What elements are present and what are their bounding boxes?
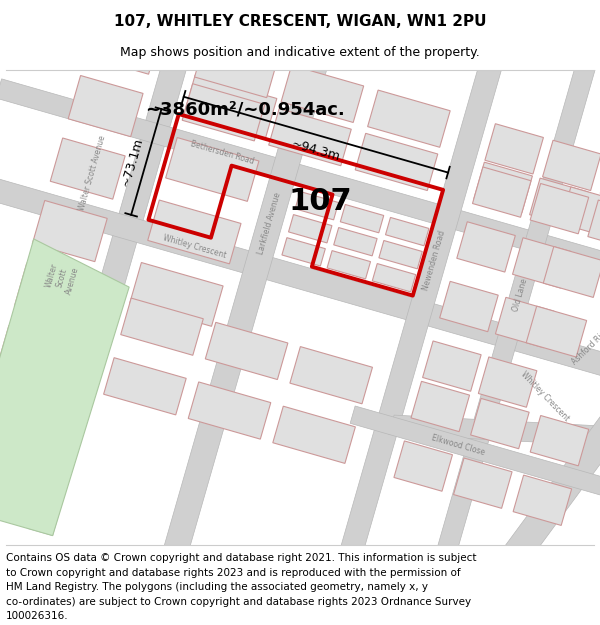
Text: ~3860m²/~0.954ac.: ~3860m²/~0.954ac. <box>145 101 345 119</box>
Text: Bethersden Road: Bethersden Road <box>189 139 254 166</box>
Polygon shape <box>411 62 596 625</box>
Polygon shape <box>148 200 241 264</box>
Polygon shape <box>530 178 588 229</box>
Polygon shape <box>470 398 529 449</box>
Text: Map shows position and indicative extent of the property.: Map shows position and indicative extent… <box>120 46 480 59</box>
Polygon shape <box>29 0 218 536</box>
Polygon shape <box>121 298 203 355</box>
Polygon shape <box>394 441 452 491</box>
Text: 107, WHITLEY CRESCENT, WIGAN, WN1 2PU: 107, WHITLEY CRESCENT, WIGAN, WN1 2PU <box>114 14 486 29</box>
Text: Whitley Crescent: Whitley Crescent <box>520 369 571 423</box>
Text: ~94.3m: ~94.3m <box>290 138 342 164</box>
Polygon shape <box>322 36 509 619</box>
Polygon shape <box>0 239 129 536</box>
Polygon shape <box>282 238 325 266</box>
Polygon shape <box>474 162 532 212</box>
Polygon shape <box>166 138 259 201</box>
Polygon shape <box>86 13 161 74</box>
Text: Contains OS data © Crown copyright and database right 2021. This information is : Contains OS data © Crown copyright and d… <box>6 553 476 563</box>
Polygon shape <box>104 357 186 415</box>
Polygon shape <box>588 200 600 251</box>
Text: Walter Scott Avenue: Walter Scott Avenue <box>77 134 107 211</box>
Polygon shape <box>433 344 600 625</box>
Text: HM Land Registry. The polygons (including the associated geometry, namely x, y: HM Land Registry. The polygons (includin… <box>6 582 428 592</box>
Polygon shape <box>0 326 71 387</box>
Polygon shape <box>422 341 481 391</box>
Polygon shape <box>14 263 89 324</box>
Text: Walter
Scott
Avenue: Walter Scott Avenue <box>44 261 80 296</box>
Polygon shape <box>194 41 277 98</box>
Polygon shape <box>512 238 571 288</box>
Text: 107: 107 <box>289 187 352 216</box>
Polygon shape <box>530 184 589 234</box>
Polygon shape <box>530 416 589 466</box>
Polygon shape <box>273 406 355 463</box>
Polygon shape <box>327 251 371 279</box>
Polygon shape <box>379 241 422 269</box>
Polygon shape <box>68 76 143 137</box>
Text: Elkwood Close: Elkwood Close <box>431 433 486 457</box>
Polygon shape <box>485 124 544 174</box>
Text: co-ordinates) are subject to Crown copyright and database rights 2023 Ordnance S: co-ordinates) are subject to Crown copyr… <box>6 597 471 607</box>
Polygon shape <box>295 191 338 220</box>
Polygon shape <box>158 0 348 573</box>
Text: Whitley Crescent: Whitley Crescent <box>162 233 227 260</box>
Polygon shape <box>188 382 271 439</box>
Polygon shape <box>457 222 515 272</box>
Polygon shape <box>355 133 438 191</box>
Polygon shape <box>542 140 600 191</box>
Polygon shape <box>340 204 384 232</box>
Polygon shape <box>372 264 416 292</box>
Polygon shape <box>290 347 373 404</box>
Polygon shape <box>182 84 265 141</box>
Polygon shape <box>368 90 450 148</box>
Polygon shape <box>269 109 351 166</box>
Text: Newenden Road: Newenden Road <box>421 229 447 291</box>
Polygon shape <box>478 357 537 408</box>
Polygon shape <box>496 298 554 348</box>
Polygon shape <box>454 458 512 508</box>
Text: to Crown copyright and database rights 2023 and is reproduced with the permissio: to Crown copyright and database rights 2… <box>6 568 461 578</box>
Text: Old Lane: Old Lane <box>511 278 529 312</box>
Polygon shape <box>389 415 600 448</box>
Polygon shape <box>472 167 531 217</box>
Polygon shape <box>334 228 377 256</box>
Polygon shape <box>386 217 429 246</box>
Polygon shape <box>543 247 600 298</box>
Polygon shape <box>50 138 125 199</box>
Text: ~73.1m: ~73.1m <box>119 136 145 188</box>
Text: Ashford Rise: Ashford Rise <box>570 327 600 366</box>
Polygon shape <box>411 381 470 432</box>
Polygon shape <box>350 406 600 506</box>
Polygon shape <box>184 75 277 139</box>
Polygon shape <box>560 187 600 238</box>
Polygon shape <box>289 214 332 243</box>
Polygon shape <box>281 65 364 122</box>
Polygon shape <box>32 201 107 262</box>
Polygon shape <box>130 262 223 326</box>
Text: 100026316.: 100026316. <box>6 611 68 621</box>
Polygon shape <box>513 475 572 526</box>
Polygon shape <box>0 79 600 299</box>
Polygon shape <box>440 281 498 332</box>
Text: Larkfield Avenue: Larkfield Avenue <box>256 191 283 255</box>
Polygon shape <box>205 322 288 379</box>
Polygon shape <box>526 306 587 357</box>
Polygon shape <box>0 172 600 396</box>
